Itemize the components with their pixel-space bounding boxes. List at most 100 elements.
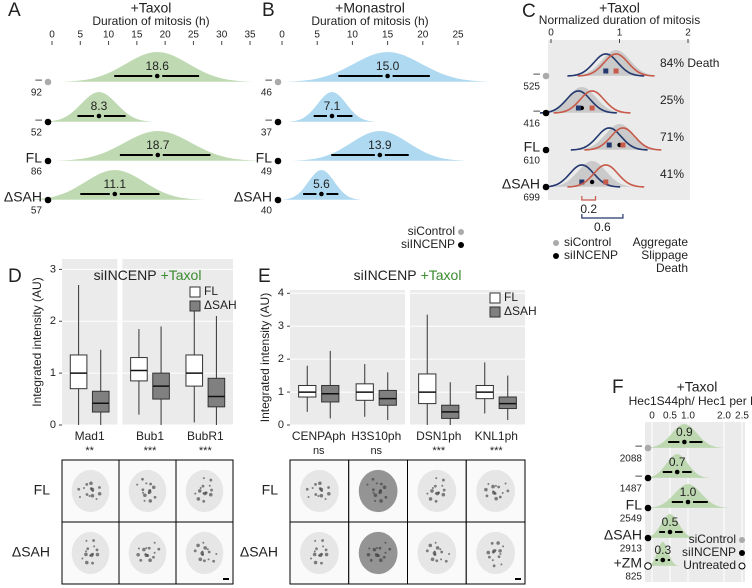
legend-swatch — [489, 306, 501, 318]
y-tick-label: 3 — [278, 320, 284, 332]
median-mark — [603, 68, 609, 74]
speckle — [442, 478, 445, 482]
row-marker — [542, 109, 550, 117]
panel-title: +Taxol — [131, 0, 172, 16]
speckle — [91, 552, 95, 556]
row-marker — [44, 78, 52, 86]
box — [207, 377, 226, 408]
death-label: 71% — [660, 130, 684, 144]
x-tick-label: 2.5 — [735, 411, 749, 422]
speckle — [379, 482, 383, 486]
speckle — [152, 555, 155, 559]
speckle — [207, 558, 210, 561]
speckle — [428, 497, 433, 501]
row-n: 57 — [31, 206, 43, 217]
legend-label: Death — [656, 261, 688, 275]
density-line — [567, 164, 645, 188]
panel-letter: F — [612, 377, 624, 398]
panel-title: siINCENP +Taxol — [94, 267, 202, 283]
row-label: FL — [256, 150, 273, 166]
speckle — [208, 484, 211, 487]
speckle — [433, 553, 437, 557]
legend-marker — [458, 242, 464, 248]
speckle — [384, 541, 387, 544]
speckle — [434, 541, 437, 544]
speckle — [372, 491, 375, 494]
median-label: 18.6 — [146, 59, 170, 73]
panel-title: +Taxol — [599, 0, 640, 16]
legend-label: siINCENP — [401, 237, 455, 251]
speckle — [91, 561, 94, 565]
speckle — [146, 554, 150, 557]
density-line — [543, 164, 621, 188]
speckle — [388, 547, 392, 551]
speckle — [196, 543, 200, 548]
x-tick-label: Mad1 — [75, 429, 105, 443]
speckle — [212, 559, 216, 563]
significance: ns — [313, 445, 325, 457]
speckle — [312, 552, 317, 557]
x-tick-label: 30 — [216, 30, 228, 41]
image-row-label: FL — [34, 482, 51, 498]
box — [185, 354, 204, 387]
title-part: +Taxol — [161, 267, 202, 283]
row-n: 46 — [261, 88, 273, 99]
speckle — [311, 486, 314, 489]
median-dot — [319, 191, 324, 197]
significance: ** — [85, 445, 94, 457]
median-label: 7.1 — [324, 99, 341, 113]
speckle — [81, 557, 84, 560]
legend-label: FL — [204, 284, 218, 298]
speckle — [95, 548, 99, 552]
speckle — [97, 491, 102, 496]
x-tick-label: 2.0 — [717, 411, 731, 422]
speckle — [378, 546, 382, 550]
x-tick-label: CENPAph — [292, 429, 346, 443]
speckle — [433, 484, 437, 488]
speckle — [82, 486, 85, 489]
median-mark — [575, 105, 581, 111]
speckle — [379, 558, 383, 563]
x-tick-label: 35 — [244, 30, 256, 41]
row-label: – — [533, 103, 540, 117]
legend-label: FL — [504, 290, 518, 304]
x-tick-label: DSN1ph — [416, 429, 461, 443]
speckle — [207, 550, 211, 554]
speckle — [153, 495, 157, 499]
y-tick-label: 1 — [278, 386, 284, 398]
box — [69, 354, 88, 390]
row-label: – — [265, 112, 272, 126]
legend-marker — [553, 253, 559, 259]
cell — [417, 531, 457, 575]
legend-label: Untreated — [683, 558, 736, 572]
speckle — [148, 489, 152, 492]
speckle — [425, 549, 429, 553]
x-tick-label: 2 — [685, 28, 691, 39]
speckle — [85, 550, 88, 553]
row-n: 2549 — [620, 514, 643, 525]
title-part: siINCENP — [354, 267, 417, 283]
panel-letter: A — [8, 0, 21, 21]
speckle — [491, 484, 495, 489]
speckle — [314, 493, 318, 496]
row-label: ΔSAH — [4, 189, 42, 205]
median-dot — [589, 179, 595, 185]
median-dot — [682, 439, 687, 445]
density — [643, 424, 725, 448]
median-label: 8.3 — [91, 99, 108, 113]
x-tick-label: 0 — [279, 30, 285, 41]
median-dot — [329, 113, 335, 119]
median-dot — [674, 469, 680, 475]
cell — [71, 469, 110, 513]
panel-title: +Taxol — [677, 379, 718, 395]
speckle — [198, 557, 203, 562]
row-marker — [274, 118, 282, 126]
density — [279, 52, 497, 82]
speckle — [90, 493, 95, 498]
speckle — [439, 548, 442, 551]
y-tick-label: 3 — [50, 263, 56, 275]
density — [547, 161, 637, 187]
row-n: 1487 — [620, 484, 643, 495]
row-marker — [274, 157, 282, 165]
median-mark — [606, 142, 612, 148]
